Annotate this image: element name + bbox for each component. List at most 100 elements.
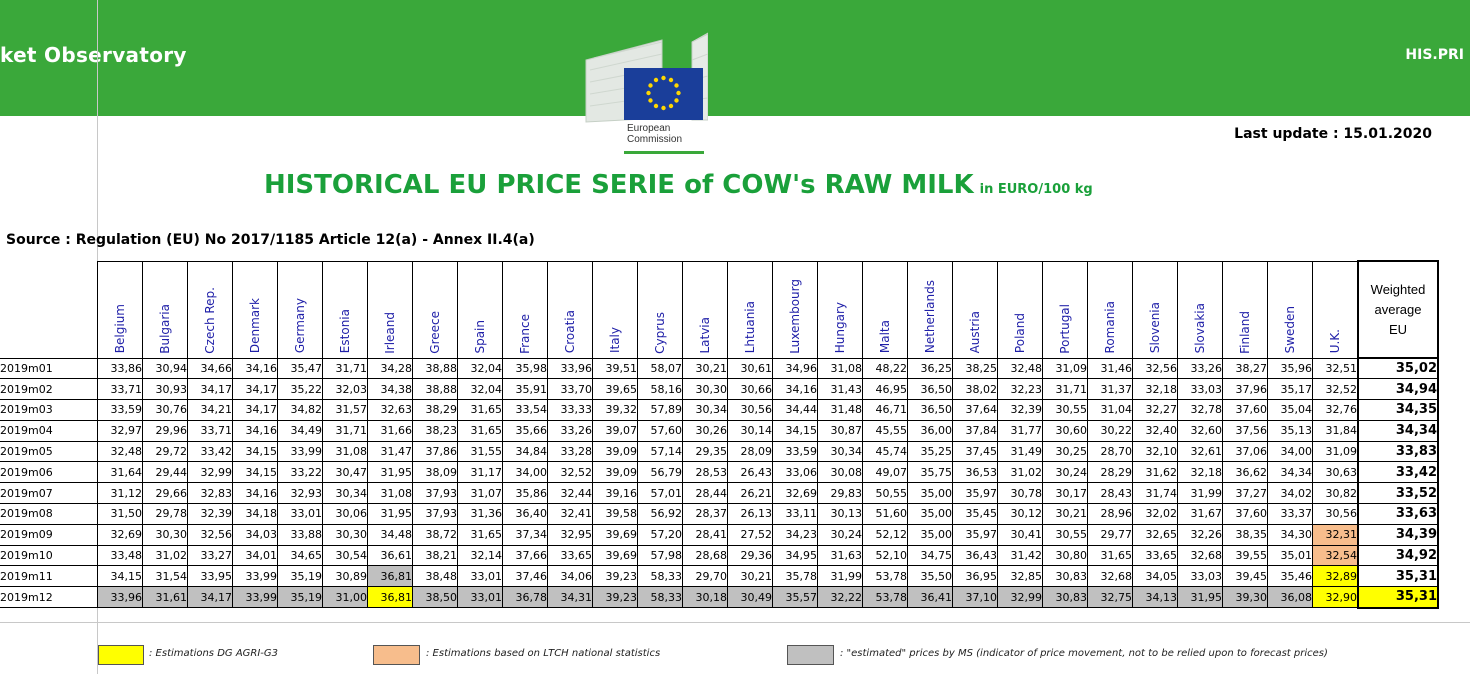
price-cell: 34,31	[547, 586, 593, 609]
price-cell: 33,86	[97, 358, 143, 380]
price-cell: 32,52	[547, 461, 593, 484]
price-cell: 31,71	[322, 420, 368, 442]
price-cell: 36,78	[502, 586, 548, 609]
price-cell: 30,87	[817, 420, 863, 442]
legend-text-gray: : "estimated" prices by MS (indicator of…	[840, 648, 1328, 659]
price-cell: 33,26	[1177, 358, 1223, 380]
row-label: 2019m11	[0, 565, 98, 588]
price-cell: 34,15	[232, 441, 278, 463]
price-cell: 34,66	[187, 358, 233, 380]
price-cell: 37,64	[952, 399, 998, 421]
table-row: 2019m12 33,96 31,61 34,17 33,99 35,19 31,00 36,…	[0, 586, 1439, 609]
price-cell: 32,40	[1132, 420, 1178, 442]
column-header: Italy	[592, 260, 638, 359]
price-cell: 31,67	[1177, 503, 1223, 525]
column-header-label: Germany	[293, 298, 307, 354]
price-cell: 38,09	[412, 461, 458, 484]
column-header-label: Slovenia	[1148, 302, 1162, 354]
price-cell: 36,40	[502, 503, 548, 525]
column-header: Slovakia	[1177, 260, 1223, 359]
price-cell: 32,04	[457, 378, 503, 401]
column-header-label: Latvia	[698, 316, 712, 354]
price-cell: 31,50	[97, 503, 143, 525]
price-cell: 49,07	[862, 461, 908, 484]
price-cell: 29,72	[142, 441, 188, 463]
price-cell: 34,16	[232, 358, 278, 380]
weighted-average-cell: 34,39	[1357, 524, 1439, 546]
price-cell: 29,83	[817, 482, 863, 505]
price-cell: 26,43	[727, 461, 773, 484]
price-cell: 38,88	[412, 378, 458, 401]
price-cell: 35,98	[502, 358, 548, 380]
price-cell: 30,30	[322, 524, 368, 546]
column-header-label: Malta	[878, 320, 892, 354]
price-cell: 28,09	[727, 441, 773, 463]
column-header: Latvia	[682, 260, 728, 359]
price-cell: 29,96	[142, 420, 188, 442]
price-cell: 31,63	[817, 545, 863, 567]
price-cell: 38,50	[412, 586, 458, 609]
price-cell: 37,34	[502, 524, 548, 546]
column-header: Luxembourg	[772, 260, 818, 359]
row-label: 2019m04	[0, 420, 98, 442]
price-cell: 30,14	[727, 420, 773, 442]
price-cell: 32,22	[817, 586, 863, 609]
price-cell: 34,28	[367, 358, 413, 380]
column-header: Denmark	[232, 260, 278, 359]
price-cell: 33,95	[187, 565, 233, 588]
price-cell: 39,69	[592, 524, 638, 546]
price-cell: 32,56	[1132, 358, 1178, 380]
logo-underline	[624, 151, 704, 154]
legend-text-yellow: : Estimations DG AGRI-G3	[149, 648, 279, 659]
column-header-label: Sweden	[1283, 306, 1297, 354]
price-cell: 29,66	[142, 482, 188, 505]
row-label: 2019m09	[0, 524, 98, 546]
price-cell: 30,80	[1042, 545, 1088, 567]
price-cell: 37,45	[952, 441, 998, 463]
price-cell: 33,70	[547, 378, 593, 401]
price-cell: 33,03	[1177, 378, 1223, 401]
price-cell: 34,15	[772, 420, 818, 442]
price-cell: 34,96	[772, 358, 818, 380]
price-cell: 30,78	[997, 482, 1043, 505]
price-table: Belgium Bulgaria Czech Rep. Denmark Germany E…	[0, 260, 1439, 609]
price-cell: 34,16	[772, 378, 818, 401]
price-cell: 31,42	[997, 545, 1043, 567]
price-cell: 31,09	[1042, 358, 1088, 380]
price-cell: 34,95	[772, 545, 818, 567]
column-header-label: Finland	[1238, 310, 1252, 354]
column-header: Bulgaria	[142, 260, 188, 359]
price-cell: 28,70	[1087, 441, 1133, 463]
price-cell: 33,03	[1177, 565, 1223, 588]
row-label: 2019m07	[0, 482, 98, 505]
price-cell: 34,17	[187, 378, 233, 401]
price-cell: 32,83	[187, 482, 233, 505]
price-cell: 48,22	[862, 358, 908, 380]
legend-swatch-gray	[787, 645, 834, 665]
column-header-label: Poland	[1013, 313, 1027, 354]
price-cell: 34,16	[232, 420, 278, 442]
price-cell: 34,48	[367, 524, 413, 546]
title-main: HISTORICAL EU PRICE SERIE of COW's RAW M…	[264, 170, 974, 200]
corner-cell	[0, 261, 98, 359]
price-cell: 30,13	[817, 503, 863, 525]
price-cell: 31,04	[1087, 399, 1133, 421]
price-cell: 38,29	[412, 399, 458, 421]
price-cell: 32,26	[1177, 524, 1223, 546]
price-cell: 52,12	[862, 524, 908, 546]
price-cell: 33,48	[97, 545, 143, 567]
price-cell: 36,43	[952, 545, 998, 567]
price-cell: 31,84	[1312, 420, 1358, 442]
price-cell: 34,05	[1132, 565, 1178, 588]
table-row: 2019m11 34,15 31,54 33,95 33,99 35,19 30,89 36,…	[0, 565, 1439, 588]
price-cell: 57,60	[637, 420, 683, 442]
price-cell: 39,69	[592, 545, 638, 567]
column-header: Belgium	[97, 260, 143, 359]
price-cell: 37,93	[412, 503, 458, 525]
price-cell: 32,63	[367, 399, 413, 421]
price-cell: 28,68	[682, 545, 728, 567]
price-cell: 30,89	[322, 565, 368, 588]
price-cell: 50,55	[862, 482, 908, 505]
price-cell: 34,02	[1267, 482, 1313, 505]
price-cell: 32,60	[1177, 420, 1223, 442]
